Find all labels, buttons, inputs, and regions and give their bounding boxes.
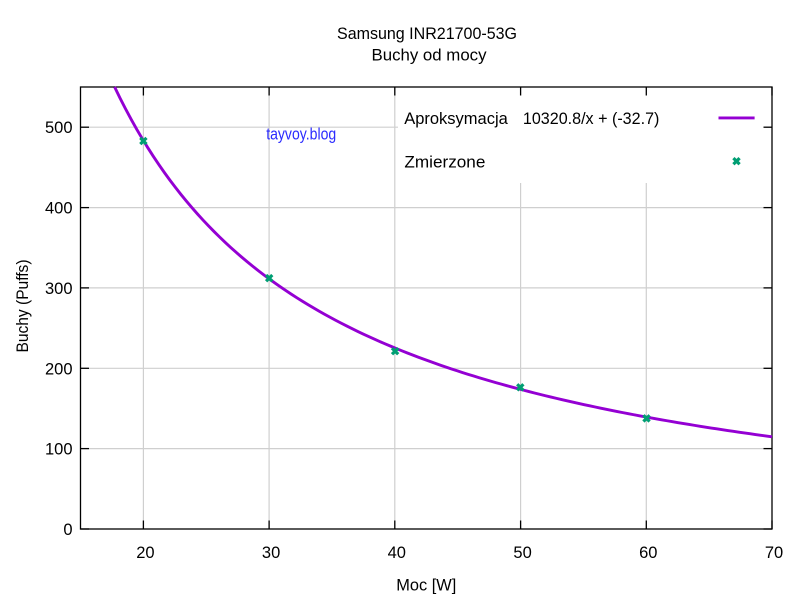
svg-text:100: 100 [45, 441, 73, 459]
svg-text:Moc [W]: Moc [W] [396, 577, 456, 595]
svg-text:Aproksymacja: Aproksymacja [404, 110, 508, 128]
svg-text:tayvoy.blog: tayvoy.blog [266, 125, 336, 143]
svg-text:70: 70 [765, 544, 783, 562]
svg-text:20: 20 [136, 544, 154, 562]
svg-text:Samsung INR21700-53G: Samsung INR21700-53G [337, 25, 517, 43]
svg-text:30: 30 [262, 544, 280, 562]
svg-text:10320.8/x + (-32.7): 10320.8/x + (-32.7) [523, 110, 660, 128]
svg-text:40: 40 [388, 544, 406, 562]
svg-text:50: 50 [513, 544, 531, 562]
svg-text:Zmierzone: Zmierzone [404, 153, 485, 171]
svg-text:500: 500 [45, 119, 73, 137]
svg-text:Buchy od mocy: Buchy od mocy [372, 47, 488, 65]
svg-text:200: 200 [45, 360, 73, 378]
svg-text:60: 60 [639, 544, 657, 562]
svg-text:Buchy (Puffs): Buchy (Puffs) [14, 260, 32, 353]
svg-text:300: 300 [45, 280, 73, 298]
svg-text:400: 400 [45, 200, 73, 218]
svg-text:0: 0 [63, 521, 72, 539]
